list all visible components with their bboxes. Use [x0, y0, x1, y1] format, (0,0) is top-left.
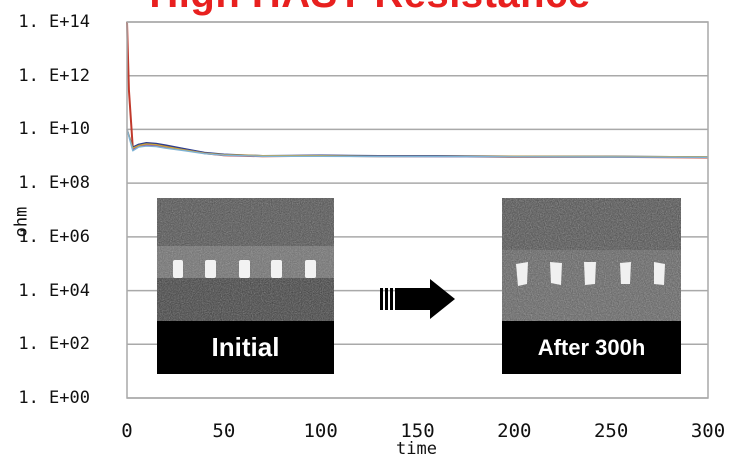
y-tick-label: 1. E+02: [18, 334, 90, 355]
plot-frame: [126, 21, 709, 399]
y-tick-label: 1. E+00: [18, 388, 90, 408]
inset-initial-caption: Initial: [157, 321, 334, 374]
plot-border: [126, 21, 709, 399]
series-lines: [126, 21, 709, 159]
inset-initial: Initial: [157, 198, 334, 374]
x-axis-label: time: [396, 439, 437, 459]
x-tick-label: 50: [212, 420, 236, 442]
y-tick-label: 1. E+14: [18, 12, 90, 32]
series-line: [126, 129, 709, 158]
x-tick-label: 300: [690, 420, 726, 442]
y-tick-label: 1. E+04: [18, 280, 90, 301]
y-tick-label: 1. E+12: [18, 65, 90, 86]
series-line: [126, 21, 709, 159]
x-tick-label: 0: [121, 420, 133, 442]
inset-after-300h-caption: After 300h: [502, 321, 681, 374]
series-line: [126, 129, 709, 158]
micrograph-after-300h-image: [502, 198, 681, 321]
y-tick-label: 1. E+10: [18, 119, 90, 140]
x-tick-label: 200: [497, 420, 532, 442]
inset-after-300h: After 300h: [502, 198, 681, 374]
y-tick-label: 1. E+08: [18, 173, 90, 194]
x-tick-label: 100: [303, 420, 338, 442]
y-tick-label: 1. E+06: [18, 226, 90, 247]
arrow-icon: [380, 279, 455, 319]
y-axis-label: ohm: [11, 206, 32, 238]
x-tick-label: 250: [593, 420, 629, 442]
micrograph-initial-image: [157, 198, 334, 321]
chart-title: High HAST Resistance: [0, 0, 740, 14]
x-tick-label: 150: [400, 420, 435, 442]
